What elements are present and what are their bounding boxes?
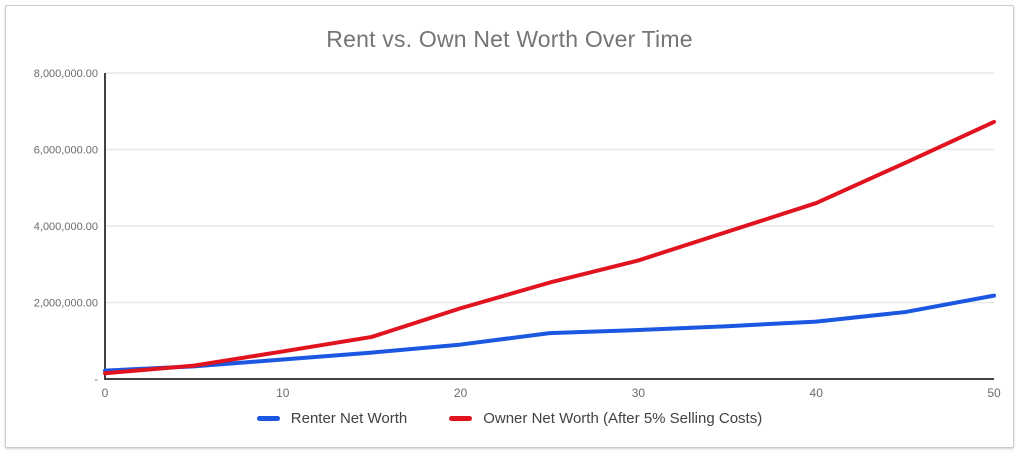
chart-title: Rent vs. Own Net Worth Over Time	[326, 26, 693, 52]
y-tick-label: 4,000,000.00	[34, 221, 98, 233]
legend-label-renter: Renter Net Worth	[290, 410, 408, 427]
legend-item-renter: Renter Net Worth	[256, 410, 408, 427]
x-tick-label: 30	[632, 386, 646, 400]
x-tick-label: 10	[276, 386, 290, 400]
line-chart-plot-area: 8,000,000.00 6,000,000.00 4,000,000.00 2,00…	[34, 68, 1001, 400]
x-tick-label: 0	[102, 386, 109, 400]
renter-series-swatch-icon	[256, 416, 280, 421]
legend-label-owner: Owner Net Worth (After 5% Selling Costs)	[483, 410, 763, 427]
renter-net-worth-line	[103, 293, 996, 373]
y-tick-label: 8,000,000.00	[34, 68, 98, 80]
owner-series-swatch-icon	[449, 416, 473, 421]
x-tick-label: 20	[454, 386, 468, 400]
owner-net-worth-line	[103, 119, 996, 376]
y-tick-label: 6,000,000.00	[34, 145, 98, 157]
x-tick-label: 40	[810, 386, 824, 400]
legend-item-owner: Owner Net Worth (After 5% Selling Costs)	[449, 410, 762, 427]
chart-card: Rent vs. Own Net Worth Over Time 8,000,0…	[5, 5, 1014, 448]
y-tick-label: -	[94, 374, 98, 386]
y-tick-label: 2,000,000.00	[34, 298, 98, 310]
x-tick-label: 50	[987, 386, 1001, 400]
chart-legend: Renter Net Worth Owner Net Worth (After …	[6, 410, 1013, 427]
